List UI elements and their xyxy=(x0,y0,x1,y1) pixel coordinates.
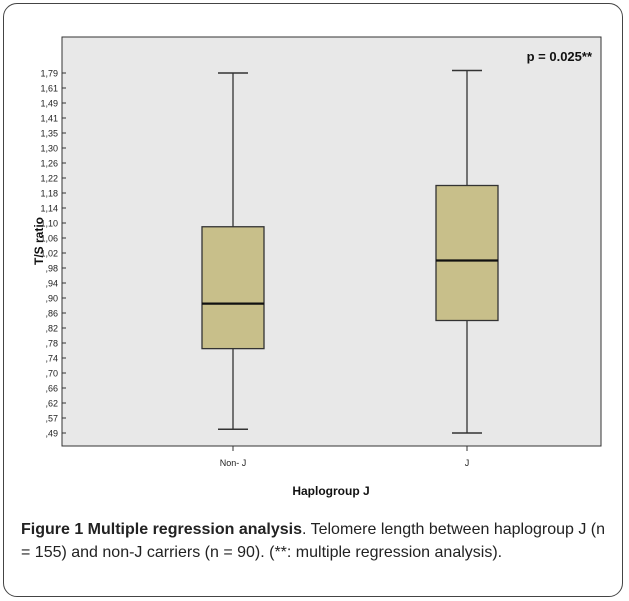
iqr-box xyxy=(435,184,499,322)
plot-area xyxy=(61,36,602,447)
x-axis-label: Haplogroup J xyxy=(292,484,369,498)
iqr-box xyxy=(201,226,265,350)
y-tick-label: 1,79 xyxy=(40,69,58,79)
y-tick-label: ,86 xyxy=(45,309,58,319)
figure-caption: Figure 1 Multiple regression analysis. T… xyxy=(21,518,613,564)
y-tick-label: 1,06 xyxy=(40,234,58,244)
y-tick-label: ,66 xyxy=(45,384,58,394)
y-tick-label: 1,26 xyxy=(40,159,58,169)
y-tick-label: 1,02 xyxy=(40,249,58,259)
y-tick-label: ,78 xyxy=(45,339,58,349)
y-axis: 1,79 1,61 1,49 1,41 1,35 1,30 1,26 1,22 1,18 1,14… xyxy=(40,69,66,439)
x-tick-label: J xyxy=(465,458,470,468)
y-tick-label: 1,14 xyxy=(40,204,58,214)
y-tick-label: 1,49 xyxy=(40,99,58,109)
y-tick-label: ,57 xyxy=(45,414,58,424)
p-value-annotation: p = 0.025** xyxy=(527,49,593,64)
y-tick-label: ,62 xyxy=(45,399,58,409)
caption-text: . Telomere length between haplogroup J (… xyxy=(21,521,605,561)
y-tick-label: ,98 xyxy=(45,264,58,274)
y-tick-label: ,74 xyxy=(45,354,58,364)
y-tick-label: ,82 xyxy=(45,324,58,334)
y-tick-label: 1,30 xyxy=(40,144,58,154)
y-tick-label: 1,22 xyxy=(40,174,58,184)
x-tick-label: Non- J xyxy=(220,458,247,468)
y-tick-label: 1,18 xyxy=(40,189,58,199)
caption-label: Figure 1 Multiple regression analysis xyxy=(21,521,302,538)
y-tick-label: 1,10 xyxy=(40,219,58,229)
x-axis: Non- J J xyxy=(220,446,470,468)
box-non-j xyxy=(201,72,265,430)
y-axis-label: T/S ratio xyxy=(32,217,46,265)
y-tick-label: 1,61 xyxy=(40,84,58,94)
y-tick-label: ,90 xyxy=(45,294,58,304)
box-plot-chart: 1,79 1,61 1,49 1,41 1,35 1,30 1,26 1,22 1,18 1,14… xyxy=(32,36,602,498)
box-j xyxy=(435,69,499,434)
y-tick-label: 1,41 xyxy=(40,114,58,124)
y-tick-label: ,70 xyxy=(45,369,58,379)
y-tick-label: ,94 xyxy=(45,279,58,289)
y-tick-label: ,49 xyxy=(45,429,58,439)
boxes-group xyxy=(201,69,499,434)
y-tick-label: 1,35 xyxy=(40,129,58,139)
